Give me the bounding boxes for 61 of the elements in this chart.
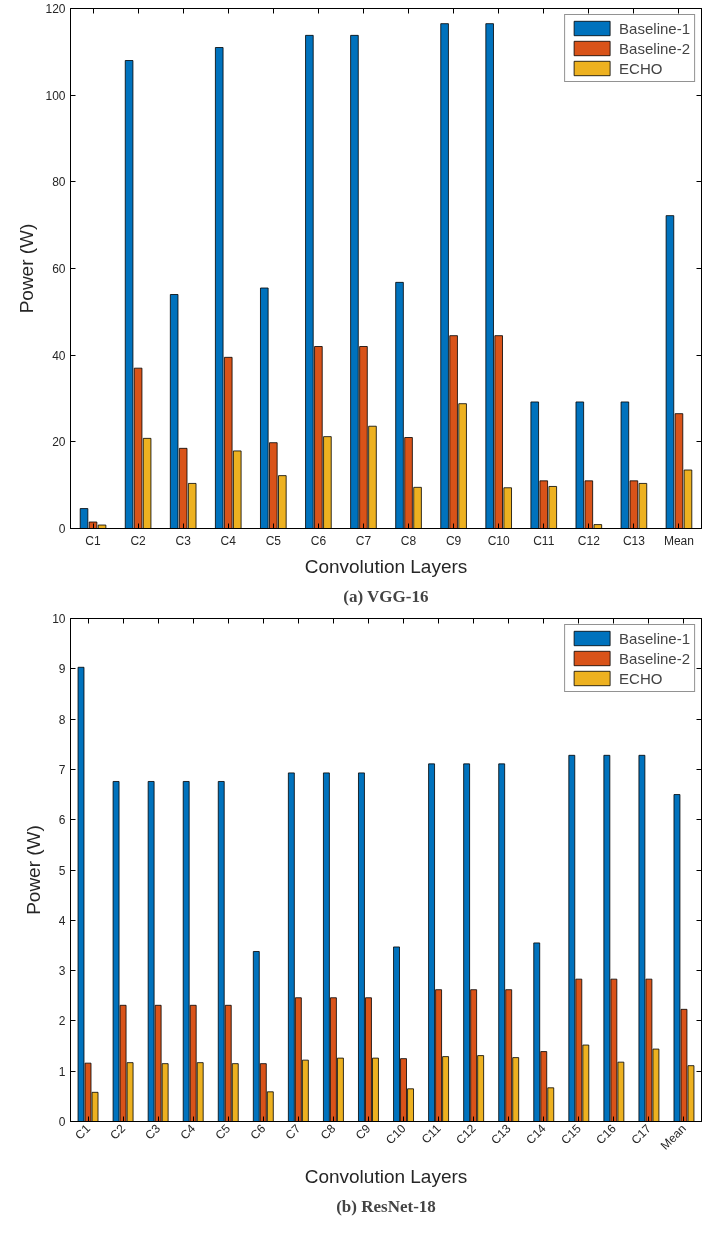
legend-label: ECHO [619, 669, 663, 687]
y-tick-label: 120 [45, 2, 66, 16]
x-tick-label: C6 [310, 533, 327, 548]
x-tick-label: C5 [265, 533, 282, 548]
y-tick-label: 10 [52, 612, 66, 626]
x-tick-label: C8 [400, 533, 417, 548]
x-tick-label: C5 [212, 1121, 234, 1143]
y-axis-title: Power (W) [16, 223, 38, 314]
y-axis-title: Power (W) [23, 825, 45, 915]
x-tick-label: C1 [85, 533, 102, 548]
y-tick-label: 100 [45, 88, 66, 103]
y-tick-label: 0 [58, 522, 66, 536]
x-tick-label: C11 [533, 533, 555, 548]
x-tick-label: C3 [142, 1121, 164, 1143]
y-tick-label: 3 [58, 964, 66, 979]
x-tick-label: C9 [445, 533, 462, 548]
x-tick-label: C7 [355, 533, 372, 548]
x-tick-label: C12 [453, 1121, 479, 1148]
legend-label: Baseline-1 [619, 629, 690, 647]
x-tick-label: C10 [487, 533, 511, 548]
x-tick-label: C4 [177, 1121, 199, 1143]
y-tick-label: 80 [52, 175, 66, 190]
text: (b) ResNet-18 [336, 1196, 436, 1216]
x-tick-label: C1 [72, 1121, 94, 1143]
x-tick-label: C7 [282, 1121, 304, 1143]
x-tick-label: C4 [220, 533, 237, 548]
text: (a) VGG-16 [343, 586, 429, 606]
y-tick-label: 1 [58, 1064, 66, 1079]
x-axis-title: Convolution Layers [304, 1165, 468, 1187]
x-tick-label: C17 [628, 1121, 655, 1148]
legend-label: ECHO [619, 59, 663, 77]
y-tick-label: 8 [58, 712, 66, 727]
y-tick-label: 2 [58, 1014, 66, 1029]
x-tick-label: Mean [663, 533, 694, 548]
x-tick-label: C6 [247, 1121, 269, 1143]
x-tick-label: C14 [523, 1121, 549, 1148]
y-tick-label: 60 [52, 262, 66, 276]
legend-label: Baseline-2 [619, 649, 690, 667]
x-tick-label: C13 [488, 1121, 514, 1148]
x-tick-label: C2 [130, 533, 147, 548]
y-tick-label: 20 [52, 435, 66, 450]
y-tick-label: 6 [58, 813, 66, 828]
y-tick-label: 9 [58, 662, 66, 677]
x-tick-label: C2 [107, 1121, 129, 1143]
x-tick-label: C16 [593, 1121, 620, 1148]
y-tick-label: 4 [58, 913, 66, 928]
x-tick-label: C15 [558, 1121, 584, 1148]
y-tick-label: 0 [58, 1115, 66, 1129]
x-tick-label: C8 [317, 1121, 339, 1143]
y-tick-label: 7 [58, 762, 66, 777]
x-tick-label: C12 [577, 533, 601, 548]
x-axis-title: Convolution Layers [304, 555, 468, 577]
x-tick-label: C3 [175, 533, 192, 548]
x-tick-label: C11 [418, 1121, 444, 1147]
x-tick-label: C9 [352, 1121, 374, 1143]
legend-label: Baseline-1 [619, 19, 690, 37]
y-tick-label: 5 [58, 863, 66, 878]
y-tick-label: 40 [52, 348, 66, 363]
x-tick-label: C10 [383, 1121, 409, 1148]
x-tick-label: C13 [622, 533, 646, 548]
legend-label: Baseline-2 [619, 39, 690, 57]
